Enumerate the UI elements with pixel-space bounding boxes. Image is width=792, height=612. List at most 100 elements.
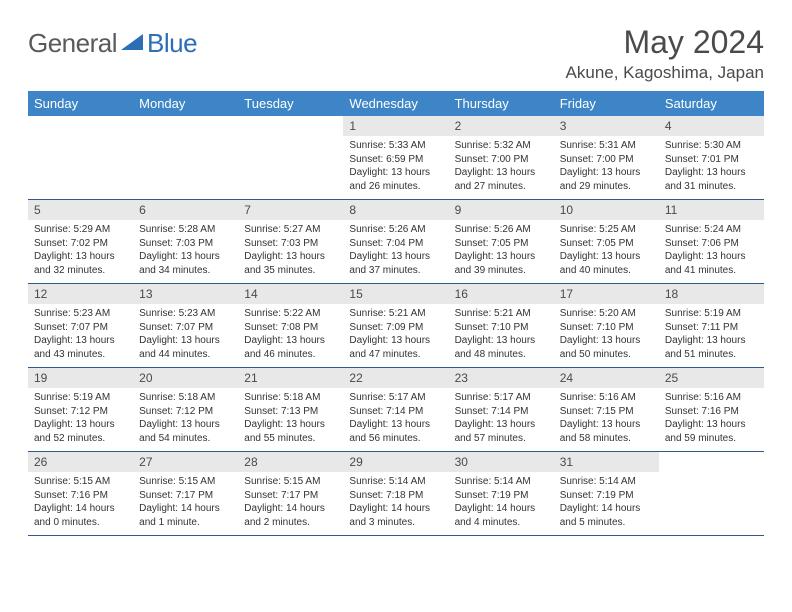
empty-day — [659, 452, 764, 472]
daylight-line: Daylight: 13 hours and 34 minutes. — [139, 250, 232, 277]
day-info: Sunrise: 5:21 AMSunset: 7:09 PMDaylight:… — [343, 304, 448, 367]
day-number: 5 — [28, 200, 133, 220]
daylight-line: Daylight: 13 hours and 37 minutes. — [349, 250, 442, 277]
daylight-line: Daylight: 13 hours and 35 minutes. — [244, 250, 337, 277]
sunset-line: Sunset: 7:12 PM — [34, 405, 127, 419]
day-info: Sunrise: 5:19 AMSunset: 7:11 PMDaylight:… — [659, 304, 764, 367]
week-row: 12Sunrise: 5:23 AMSunset: 7:07 PMDayligh… — [28, 284, 764, 368]
sunrise-line: Sunrise: 5:29 AM — [34, 223, 127, 237]
day-cell: 25Sunrise: 5:16 AMSunset: 7:16 PMDayligh… — [659, 368, 764, 451]
day-cell: 23Sunrise: 5:17 AMSunset: 7:14 PMDayligh… — [449, 368, 554, 451]
empty-day — [28, 116, 133, 136]
sunrise-line: Sunrise: 5:18 AM — [244, 391, 337, 405]
day-number: 13 — [133, 284, 238, 304]
day-cell: 14Sunrise: 5:22 AMSunset: 7:08 PMDayligh… — [238, 284, 343, 367]
sunset-line: Sunset: 7:11 PM — [665, 321, 758, 335]
sunrise-line: Sunrise: 5:15 AM — [244, 475, 337, 489]
day-cell: 18Sunrise: 5:19 AMSunset: 7:11 PMDayligh… — [659, 284, 764, 367]
sunset-line: Sunset: 7:03 PM — [244, 237, 337, 251]
day-info: Sunrise: 5:27 AMSunset: 7:03 PMDaylight:… — [238, 220, 343, 283]
daylight-line: Daylight: 13 hours and 44 minutes. — [139, 334, 232, 361]
daylight-line: Daylight: 13 hours and 40 minutes. — [560, 250, 653, 277]
sunset-line: Sunset: 7:05 PM — [560, 237, 653, 251]
day-info: Sunrise: 5:18 AMSunset: 7:13 PMDaylight:… — [238, 388, 343, 451]
day-info: Sunrise: 5:17 AMSunset: 7:14 PMDaylight:… — [449, 388, 554, 451]
day-number: 24 — [554, 368, 659, 388]
brand-logo: General Blue — [28, 28, 197, 59]
day-cell: 30Sunrise: 5:14 AMSunset: 7:19 PMDayligh… — [449, 452, 554, 535]
day-cell: 3Sunrise: 5:31 AMSunset: 7:00 PMDaylight… — [554, 116, 659, 199]
sunrise-line: Sunrise: 5:30 AM — [665, 139, 758, 153]
daylight-line: Daylight: 13 hours and 52 minutes. — [34, 418, 127, 445]
sunset-line: Sunset: 7:01 PM — [665, 153, 758, 167]
sunrise-line: Sunrise: 5:31 AM — [560, 139, 653, 153]
sunrise-line: Sunrise: 5:21 AM — [349, 307, 442, 321]
day-number: 22 — [343, 368, 448, 388]
daylight-line: Daylight: 13 hours and 31 minutes. — [665, 166, 758, 193]
day-cell: 8Sunrise: 5:26 AMSunset: 7:04 PMDaylight… — [343, 200, 448, 283]
week-row: 26Sunrise: 5:15 AMSunset: 7:16 PMDayligh… — [28, 452, 764, 536]
daylight-line: Daylight: 13 hours and 54 minutes. — [139, 418, 232, 445]
sunrise-line: Sunrise: 5:28 AM — [139, 223, 232, 237]
day-cell: 11Sunrise: 5:24 AMSunset: 7:06 PMDayligh… — [659, 200, 764, 283]
day-cell: 10Sunrise: 5:25 AMSunset: 7:05 PMDayligh… — [554, 200, 659, 283]
day-info: Sunrise: 5:33 AMSunset: 6:59 PMDaylight:… — [343, 136, 448, 199]
weekday-header: Monday — [133, 91, 238, 116]
day-info: Sunrise: 5:14 AMSunset: 7:19 PMDaylight:… — [554, 472, 659, 535]
day-number: 16 — [449, 284, 554, 304]
sunset-line: Sunset: 7:06 PM — [665, 237, 758, 251]
day-number: 1 — [343, 116, 448, 136]
location-label: Akune, Kagoshima, Japan — [566, 63, 764, 83]
day-info: Sunrise: 5:18 AMSunset: 7:12 PMDaylight:… — [133, 388, 238, 451]
sunrise-line: Sunrise: 5:18 AM — [139, 391, 232, 405]
sunrise-line: Sunrise: 5:14 AM — [349, 475, 442, 489]
day-cell — [133, 116, 238, 199]
daylight-line: Daylight: 13 hours and 43 minutes. — [34, 334, 127, 361]
daylight-line: Daylight: 14 hours and 5 minutes. — [560, 502, 653, 529]
daylight-line: Daylight: 14 hours and 0 minutes. — [34, 502, 127, 529]
weekday-header: Thursday — [449, 91, 554, 116]
day-info: Sunrise: 5:24 AMSunset: 7:06 PMDaylight:… — [659, 220, 764, 283]
brand-text-1: General — [28, 28, 117, 59]
sunset-line: Sunset: 7:19 PM — [455, 489, 548, 503]
day-number: 9 — [449, 200, 554, 220]
sunset-line: Sunset: 7:19 PM — [560, 489, 653, 503]
week-row: 19Sunrise: 5:19 AMSunset: 7:12 PMDayligh… — [28, 368, 764, 452]
day-number: 12 — [28, 284, 133, 304]
sunset-line: Sunset: 7:10 PM — [560, 321, 653, 335]
sunrise-line: Sunrise: 5:26 AM — [349, 223, 442, 237]
day-number: 30 — [449, 452, 554, 472]
sunrise-line: Sunrise: 5:17 AM — [455, 391, 548, 405]
day-cell: 2Sunrise: 5:32 AMSunset: 7:00 PMDaylight… — [449, 116, 554, 199]
weekday-header: Wednesday — [343, 91, 448, 116]
day-number: 14 — [238, 284, 343, 304]
sunset-line: Sunset: 7:14 PM — [455, 405, 548, 419]
sunrise-line: Sunrise: 5:15 AM — [139, 475, 232, 489]
daylight-line: Daylight: 13 hours and 58 minutes. — [560, 418, 653, 445]
day-number: 18 — [659, 284, 764, 304]
day-number: 28 — [238, 452, 343, 472]
sunrise-line: Sunrise: 5:21 AM — [455, 307, 548, 321]
day-cell: 17Sunrise: 5:20 AMSunset: 7:10 PMDayligh… — [554, 284, 659, 367]
day-cell: 24Sunrise: 5:16 AMSunset: 7:15 PMDayligh… — [554, 368, 659, 451]
day-cell: 4Sunrise: 5:30 AMSunset: 7:01 PMDaylight… — [659, 116, 764, 199]
day-info: Sunrise: 5:14 AMSunset: 7:19 PMDaylight:… — [449, 472, 554, 535]
day-cell — [28, 116, 133, 199]
day-number: 7 — [238, 200, 343, 220]
day-info: Sunrise: 5:32 AMSunset: 7:00 PMDaylight:… — [449, 136, 554, 199]
sunrise-line: Sunrise: 5:23 AM — [34, 307, 127, 321]
day-number: 20 — [133, 368, 238, 388]
daylight-line: Daylight: 13 hours and 27 minutes. — [455, 166, 548, 193]
sunset-line: Sunset: 7:14 PM — [349, 405, 442, 419]
day-info: Sunrise: 5:26 AMSunset: 7:05 PMDaylight:… — [449, 220, 554, 283]
sunset-line: Sunset: 7:02 PM — [34, 237, 127, 251]
sunrise-line: Sunrise: 5:26 AM — [455, 223, 548, 237]
day-number: 23 — [449, 368, 554, 388]
sunset-line: Sunset: 7:07 PM — [139, 321, 232, 335]
day-cell: 19Sunrise: 5:19 AMSunset: 7:12 PMDayligh… — [28, 368, 133, 451]
day-cell: 6Sunrise: 5:28 AMSunset: 7:03 PMDaylight… — [133, 200, 238, 283]
sunrise-line: Sunrise: 5:16 AM — [560, 391, 653, 405]
weekday-header: Saturday — [659, 91, 764, 116]
day-number: 17 — [554, 284, 659, 304]
day-number: 19 — [28, 368, 133, 388]
